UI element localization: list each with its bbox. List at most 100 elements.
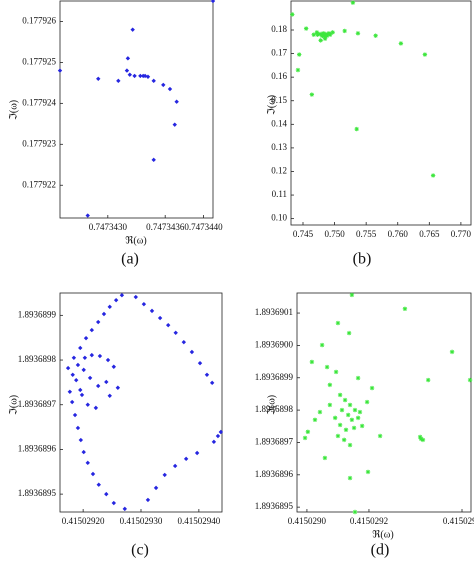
point [339, 407, 345, 413]
point [377, 433, 383, 439]
point [324, 364, 330, 370]
point [333, 369, 339, 375]
point [145, 74, 151, 79]
point [321, 31, 326, 36]
point [418, 436, 424, 442]
point [295, 67, 301, 73]
y-tick-label: 1.8936900 [255, 339, 294, 349]
point [332, 415, 338, 421]
point [417, 434, 423, 440]
point [327, 32, 333, 37]
point [318, 38, 323, 43]
point [209, 380, 215, 386]
y-tick-label: 1.8936895 [255, 501, 294, 511]
point [210, 0, 216, 4]
y-tick-label: 1.8936901 [255, 307, 293, 317]
point [324, 33, 330, 38]
y-tick-label: 1.8936898 [255, 404, 294, 414]
point [349, 417, 355, 423]
point [365, 469, 371, 475]
point [174, 99, 179, 104]
point [78, 387, 83, 393]
point [93, 405, 99, 411]
x-tick-label: 0.4150295 [443, 516, 474, 526]
point [322, 455, 328, 461]
y-tick-label: 1.8936896 [255, 469, 294, 479]
point [96, 482, 101, 487]
point [151, 78, 156, 84]
point [317, 409, 323, 415]
point [105, 357, 111, 363]
point [83, 335, 89, 341]
point [302, 435, 308, 441]
y-tick-label: 1.8936899 [255, 372, 294, 382]
point [319, 33, 325, 38]
point [343, 427, 349, 433]
point [107, 304, 112, 310]
point [172, 122, 177, 127]
point [74, 377, 79, 383]
point [314, 30, 320, 35]
y-tick-label: 0.11 [272, 189, 287, 199]
point [355, 31, 361, 36]
y-axis-label: ℑ(ω) [266, 95, 277, 115]
x-tick-label: 0.760 [388, 229, 409, 239]
point [167, 86, 173, 92]
point [351, 425, 357, 431]
point [215, 433, 221, 439]
point [317, 31, 323, 37]
point [116, 78, 121, 84]
point [75, 362, 81, 368]
point [197, 360, 203, 366]
plot-frame [59, 0, 214, 219]
point [352, 407, 358, 413]
point [90, 471, 96, 477]
y-tick-label: 0.177925 [22, 56, 56, 66]
point [157, 315, 163, 321]
x-tick-label: 0.41502930 [120, 516, 163, 526]
plot-frame [296, 292, 472, 513]
y-axis-label: ℑ(ω) [266, 395, 277, 415]
point [72, 412, 78, 418]
point [373, 33, 378, 38]
point [104, 491, 109, 497]
point [369, 385, 375, 391]
point [335, 433, 341, 439]
point [347, 442, 353, 448]
point [151, 157, 156, 163]
point [153, 485, 159, 491]
point [218, 429, 224, 435]
point [111, 364, 117, 369]
y-tick-label: 0.15 [271, 95, 287, 105]
point [341, 437, 347, 443]
point [322, 36, 328, 41]
point [85, 402, 90, 407]
point [420, 437, 426, 443]
point [101, 311, 107, 317]
x-tick-label: 0.745 [293, 229, 314, 239]
point [319, 342, 325, 348]
y-tick-label: 0.13 [271, 142, 287, 152]
point [104, 379, 109, 385]
y-tick-label: 1.8936897 [18, 399, 57, 409]
point [327, 402, 333, 408]
caption: (a) [121, 251, 139, 268]
x-tick-label: 0.7473436 [146, 222, 185, 232]
point [335, 320, 341, 326]
point [359, 423, 365, 429]
y-tick-label: 0.177923 [22, 138, 56, 148]
x-axis-label: ℜ(ω) [125, 235, 146, 246]
point [141, 301, 147, 307]
point [161, 82, 166, 88]
point [364, 399, 370, 405]
point [69, 399, 75, 405]
point [357, 409, 363, 415]
point [79, 392, 85, 398]
point [402, 306, 408, 312]
x-axis-label: ℜ(ω) [372, 529, 393, 540]
point [315, 32, 320, 37]
point [330, 30, 335, 35]
x-tick-label: 0.4150292 [350, 516, 388, 526]
point [350, 0, 356, 5]
y-tick-label: 0.177922 [22, 179, 56, 189]
